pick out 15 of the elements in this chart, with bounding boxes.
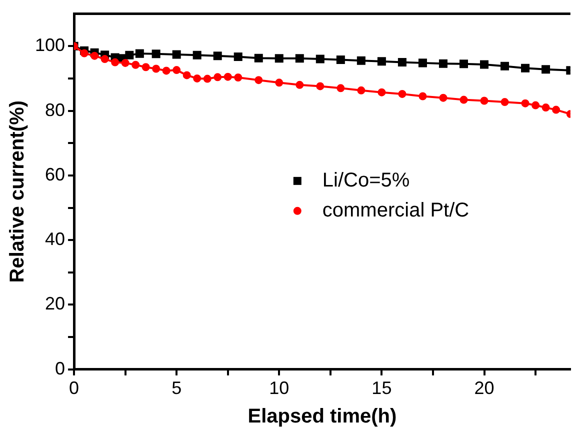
y-axis-title: Relative current(%): [6, 100, 29, 283]
x-tick-label: 5: [172, 378, 182, 398]
x-tick-label: 0: [69, 378, 80, 398]
y-tick-label: 100: [34, 35, 66, 56]
y-tick-label: 80: [45, 100, 66, 120]
y-tick-label: 40: [45, 229, 66, 250]
y-tick-label: 20: [45, 294, 66, 314]
legend-label: commercial Pt/C: [322, 199, 470, 222]
y-tick-label: 0: [55, 358, 66, 378]
x-axis-title: Elapsed time(h): [248, 406, 397, 428]
x-tick-label: 20: [474, 378, 494, 398]
x-tick-label: 15: [372, 378, 392, 398]
legend-label: Li/Co=5%: [322, 169, 410, 192]
y-tick-label: 60: [45, 164, 66, 184]
x-tick-label: 10: [269, 378, 290, 398]
